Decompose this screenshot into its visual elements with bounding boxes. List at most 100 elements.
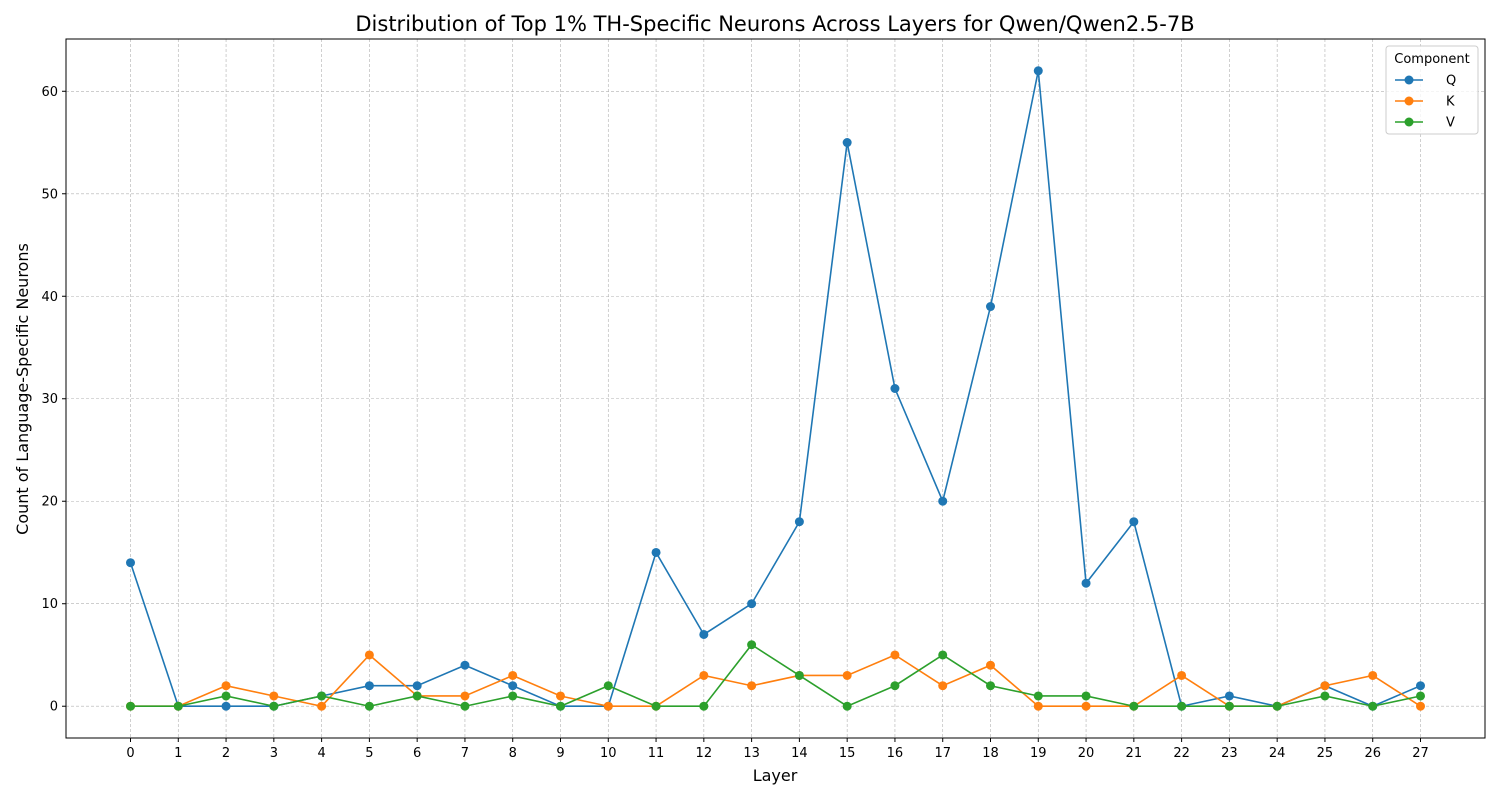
data-point (1177, 701, 1187, 711)
data-point (460, 691, 470, 701)
x-tick-label: 8 (509, 746, 517, 761)
data-point (412, 681, 422, 691)
data-point (269, 701, 279, 711)
data-point (460, 660, 470, 670)
data-point (651, 547, 661, 557)
data-point (1368, 670, 1378, 680)
data-point (938, 496, 948, 506)
x-tick-label: 27 (1412, 746, 1429, 761)
data-point (1416, 701, 1425, 711)
data-point (938, 681, 948, 691)
data-point (1416, 691, 1425, 701)
x-tick-label: 0 (126, 746, 134, 761)
data-point (221, 701, 231, 711)
x-tick-label: 14 (791, 746, 808, 761)
x-tick-label: 9 (556, 746, 564, 761)
legend-box (1385, 45, 1479, 135)
data-point (747, 640, 757, 650)
x-tick-label: 4 (317, 746, 325, 761)
data-point (1081, 701, 1091, 711)
data-point (842, 670, 852, 680)
data-point (986, 302, 995, 312)
series-line (130, 643, 1421, 708)
y-tick-label: 10 (41, 597, 58, 612)
data-point (986, 681, 995, 691)
legend-item-k: K (1395, 95, 1455, 110)
data-point (508, 670, 518, 680)
x-tick-label: 12 (696, 746, 713, 761)
legend-marker (1404, 117, 1414, 127)
chart-title: Distribution of Top 1% TH-Specific Neuro… (355, 12, 1194, 36)
x-tick-label: 19 (1030, 746, 1047, 761)
x-tick-label: 18 (982, 746, 999, 761)
data-point (221, 681, 231, 691)
x-tick-label: 21 (1126, 746, 1143, 761)
data-point (603, 681, 613, 691)
x-tick-label: 20 (1078, 746, 1095, 761)
x-tick-label: 16 (887, 746, 904, 761)
legend-marker (1404, 75, 1414, 85)
series-v (126, 640, 1425, 711)
data-point (221, 691, 231, 701)
data-point (651, 701, 661, 711)
data-point (1081, 691, 1091, 701)
legend-title: Component (1394, 52, 1469, 67)
data-point (460, 701, 470, 711)
data-point (556, 691, 565, 701)
data-point (1177, 670, 1187, 680)
y-tick-label: 20 (41, 495, 58, 510)
legend-item-q: Q (1395, 74, 1456, 89)
y-axis: 0 10 20 30 40 50 60 (41, 85, 66, 715)
data-point (699, 670, 709, 680)
data-point (842, 138, 852, 148)
series-line (130, 653, 1421, 708)
data-point (938, 650, 948, 660)
y-tick-label: 40 (41, 290, 58, 305)
data-point (556, 701, 565, 711)
data-point (317, 701, 327, 711)
data-point (1129, 517, 1139, 527)
data-point (842, 701, 852, 711)
data-point (1224, 691, 1234, 701)
data-point (1033, 701, 1043, 711)
x-tick-label: 3 (270, 746, 278, 761)
grid (66, 39, 1485, 738)
x-tick-label: 11 (648, 746, 665, 761)
x-axis-label: Layer (753, 766, 798, 785)
data-point (508, 691, 518, 701)
data-point (1320, 681, 1330, 691)
data-point (364, 681, 374, 691)
data-point (364, 650, 374, 660)
series-line (129, 70, 1421, 708)
data-point (699, 701, 709, 711)
legend-label: V (1446, 116, 1455, 131)
data-point (1224, 701, 1234, 711)
data-point (603, 701, 613, 711)
y-axis-label: Count of Language-Specific Neurons (13, 243, 32, 535)
x-tick-label: 24 (1269, 746, 1286, 761)
x-axis: 0 1 2 3 4 5 6 7 8 9 10 11 12 13 14 15 16 17 18 19 20 21 22 23 24… (126, 738, 1429, 761)
data-point (890, 681, 900, 691)
data-point (1129, 701, 1139, 711)
data-point (126, 558, 135, 568)
data-point (890, 384, 900, 393)
y-tick-label: 30 (41, 392, 58, 407)
data-point (1368, 701, 1378, 711)
data-point (1033, 66, 1043, 76)
x-tick-label: 7 (461, 746, 469, 761)
legend-label: K (1446, 95, 1455, 110)
data-point (126, 701, 135, 711)
data-point (1416, 681, 1425, 691)
data-point (699, 629, 709, 639)
data-point (747, 681, 757, 691)
x-tick-label: 23 (1221, 746, 1238, 761)
legend-marker (1404, 96, 1414, 106)
data-point (1081, 578, 1091, 588)
data-point (269, 691, 279, 701)
legend: Component QKV (1385, 45, 1479, 135)
y-tick-label: 50 (41, 187, 58, 202)
data-point (794, 517, 804, 527)
legend-label: Q (1446, 74, 1456, 89)
data-point (1033, 691, 1043, 701)
y-tick-label: 0 (50, 700, 58, 715)
